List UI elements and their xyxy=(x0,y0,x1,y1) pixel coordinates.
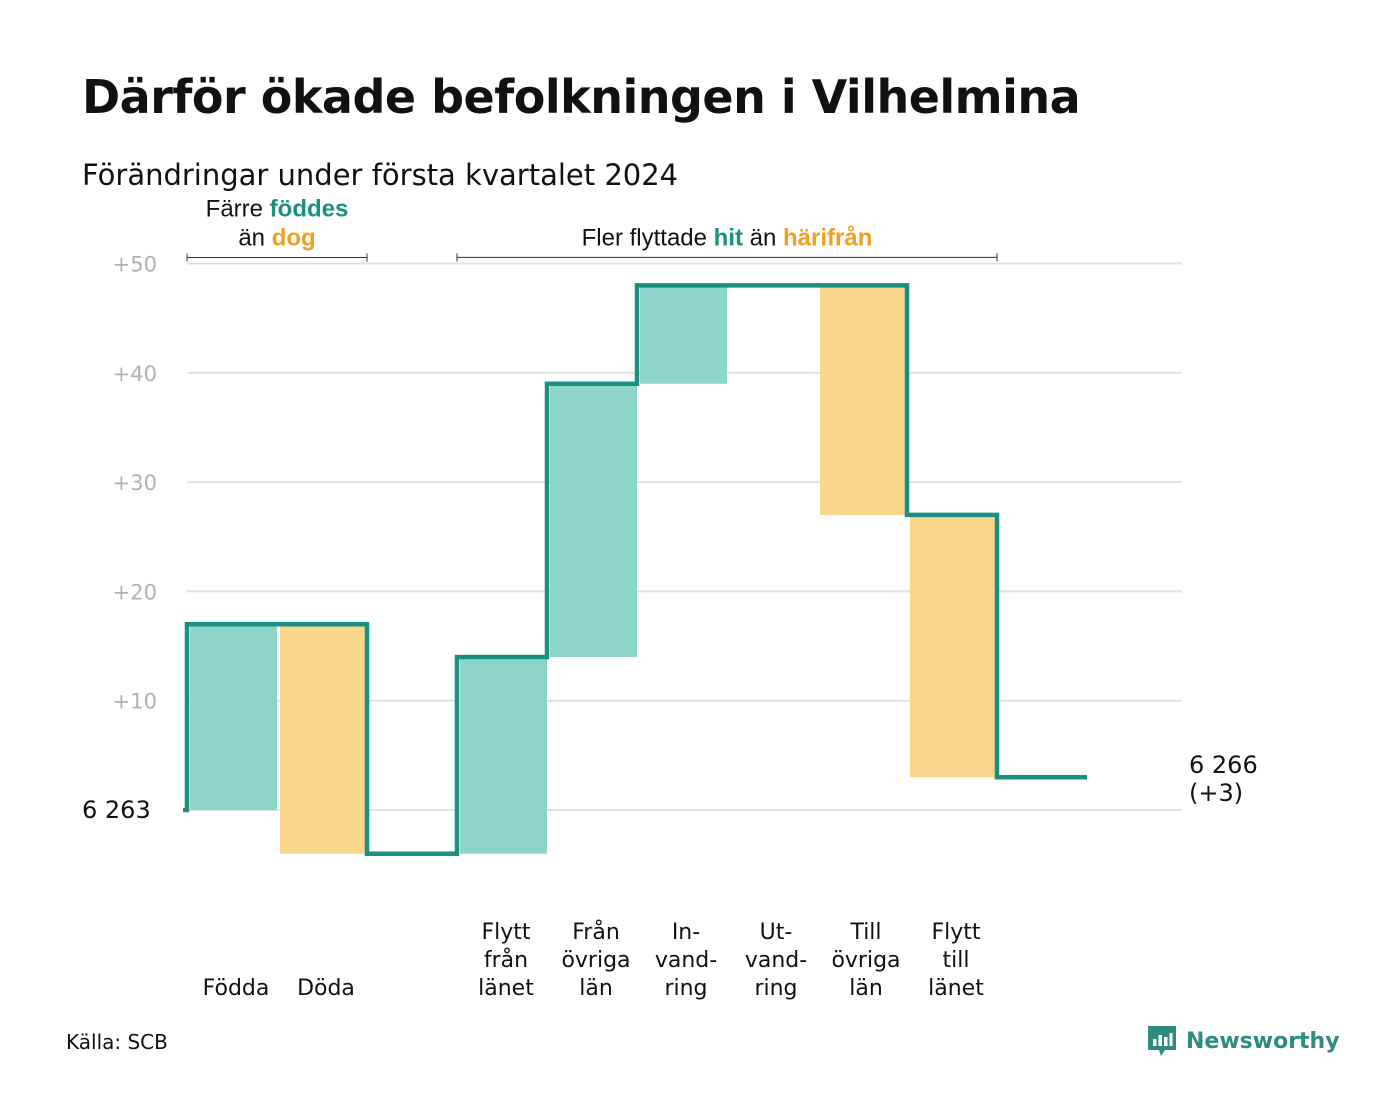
category-label: vand- xyxy=(745,948,807,973)
annotation-segment: Fler flyttade xyxy=(582,224,714,251)
bar-layer xyxy=(190,285,997,854)
annotation-segment: dog xyxy=(272,225,316,252)
bar xyxy=(460,656,547,854)
bar xyxy=(280,624,367,854)
chart-title: Därför ökade befolkningen i Vilhelmina xyxy=(82,70,1081,124)
annotation-segment: än xyxy=(238,225,271,252)
category-label: Flytt xyxy=(931,920,980,945)
newsworthy-logo-text: Newsworthy xyxy=(1186,1028,1340,1054)
category-label: Flytt xyxy=(481,920,530,945)
bar xyxy=(550,383,637,657)
chart-subtitle: Förändringar under första kvartalet 2024 xyxy=(82,158,679,192)
line-layer xyxy=(183,283,1087,856)
category-label: län xyxy=(579,976,613,1001)
category-label: Till xyxy=(849,920,881,945)
category-label: län xyxy=(849,976,883,1001)
newsworthy-logo: Newsworthy xyxy=(1146,1024,1340,1058)
category-label: Döda xyxy=(297,976,355,1001)
bar xyxy=(820,285,907,515)
end-value-label: (+3) xyxy=(1189,779,1243,807)
annotation-segment: hit xyxy=(714,224,743,251)
category-label: Från xyxy=(572,919,620,945)
end-value-label: 6 266 xyxy=(1189,751,1258,779)
source-note: Källa: SCB xyxy=(66,1030,168,1054)
annotation-text: än dog xyxy=(238,225,315,252)
annotation-segment: härifrån xyxy=(783,224,872,251)
category-label: vand- xyxy=(655,948,717,973)
bar xyxy=(910,514,997,778)
category-label: övriga xyxy=(831,948,900,973)
y-tick-label: +20 xyxy=(113,580,157,604)
annotation-segment: än xyxy=(743,224,783,251)
newsworthy-logo-icon xyxy=(1148,1026,1176,1056)
start-value-label: 6 263 xyxy=(82,796,151,824)
category-label: ring xyxy=(664,976,707,1001)
category-label: från xyxy=(484,947,528,973)
bar xyxy=(190,624,277,810)
bar xyxy=(640,285,727,384)
y-tick-label: +10 xyxy=(113,690,157,714)
annotation-text: Fler flyttade hit än härifrån xyxy=(582,224,873,251)
y-tick-label: +40 xyxy=(113,362,157,386)
annotation-segment: Färre xyxy=(206,196,270,223)
step-line xyxy=(183,283,1087,856)
category-label: Ut- xyxy=(760,920,793,945)
label-layer: +10 +20 +30 +40 +50 6 263 6 266(+3) Födda Döda Fl… xyxy=(82,253,1258,1002)
category-label: Födda xyxy=(203,976,270,1001)
category-label: länet xyxy=(928,976,984,1001)
annotation-segment: föddes xyxy=(270,196,349,223)
annotation-text: Färre föddes xyxy=(206,196,349,223)
category-label: ring xyxy=(754,976,797,1001)
category-label: till xyxy=(943,948,970,973)
category-label: länet xyxy=(478,976,534,1001)
y-tick-label: +50 xyxy=(113,253,157,277)
category-label: In- xyxy=(672,920,700,945)
y-tick-label: +30 xyxy=(113,471,157,495)
category-label: övriga xyxy=(561,948,630,973)
